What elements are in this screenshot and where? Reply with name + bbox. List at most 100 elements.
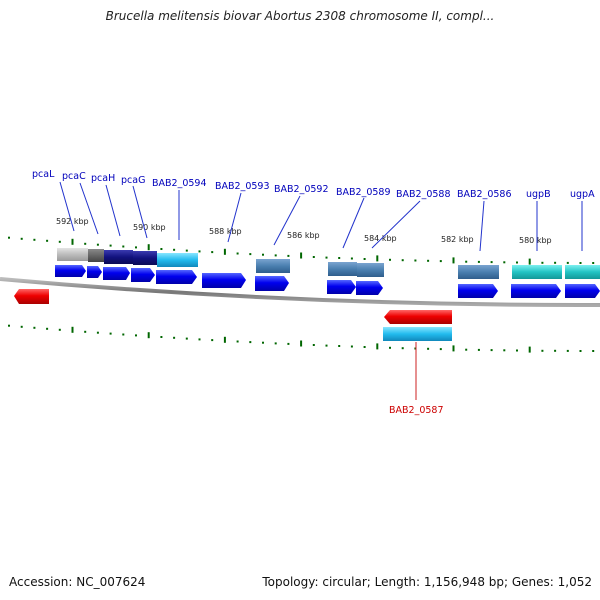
lower-scale-tick <box>490 349 493 352</box>
scale-label-584: 584 kbp <box>364 234 397 243</box>
gene-block-ugpA[interactable] <box>565 265 600 279</box>
gene-block-pcaC[interactable] <box>88 249 104 262</box>
lower-scale-tick <box>8 324 10 327</box>
upper-scale-tick <box>249 253 252 256</box>
upper-scale-tick <box>185 249 188 252</box>
accession-text: Accession: NC_007624 <box>9 575 146 589</box>
lower-scale-tick <box>211 339 214 342</box>
lower-scale-tick <box>236 340 239 343</box>
lower-scale-tick <box>109 332 112 335</box>
gene-block-BAB2_0588[interactable] <box>357 263 384 277</box>
upper-scale-tick <box>579 262 582 264</box>
cds-track-reverse <box>14 289 452 341</box>
gene-block-BAB2_0587[interactable] <box>383 327 452 341</box>
upper-scale-tick <box>528 258 531 265</box>
upper-scale-tick <box>376 255 379 262</box>
lower-scale-tick <box>579 350 582 352</box>
scale-label-588: 588 kbp <box>209 227 242 236</box>
lower-scale-tick <box>84 330 87 333</box>
gene-label-BAB2_0586[interactable]: BAB2_0586 <box>457 189 512 200</box>
lower-scale-tick <box>20 325 23 328</box>
lower-scale-tick <box>135 334 137 337</box>
cds-arrow-BAB2_0594[interactable] <box>156 270 197 284</box>
lower-scale-tick <box>71 326 74 333</box>
gene-block-BAB2_0592[interactable] <box>256 259 290 273</box>
upper-scale-tick <box>312 256 315 258</box>
gene-label-BAB2_0594[interactable]: BAB2_0594 <box>152 178 207 189</box>
upper-scale-tick <box>325 256 328 259</box>
upper-scale-tick <box>160 248 163 250</box>
gene-block-BAB2_0586[interactable] <box>458 265 499 279</box>
gene-block-ugpB[interactable] <box>512 265 562 279</box>
lower-scale-tick <box>452 345 455 352</box>
upper-scale-tick <box>33 238 36 241</box>
lower-scale-tick <box>541 349 544 352</box>
gene-block-pcaH[interactable] <box>104 250 133 264</box>
upper-scale-tick <box>96 243 99 246</box>
gene-label-ugpB[interactable]: ugpB <box>526 189 551 200</box>
cds-arrow-ugpB[interactable] <box>511 284 561 298</box>
gene-label-pcaC[interactable]: pcaC <box>62 171 86 182</box>
cds-track-forward <box>55 265 600 298</box>
lower-scale-tick <box>33 326 36 329</box>
gene-label-pcaG[interactable]: pcaG <box>121 175 145 186</box>
lower-scale-tick <box>325 344 328 347</box>
upper-scale-tick <box>554 261 557 264</box>
upper-scale-tick <box>414 259 417 262</box>
cds-arrow-BAB2_0588[interactable] <box>356 281 383 295</box>
scale-ticks-upper <box>8 236 595 265</box>
upper-scale-tick <box>71 238 74 245</box>
lower-scale-tick <box>389 346 391 349</box>
lower-scale-tick <box>173 336 176 339</box>
gene-label-BAB2_0589[interactable]: BAB2_0589 <box>336 187 391 198</box>
gene-track <box>57 248 600 279</box>
lower-scale-tick <box>554 349 557 352</box>
cds-arrow-pcaL[interactable] <box>55 265 86 277</box>
cds-arrow-BAB2_0593[interactable] <box>202 273 246 288</box>
gene-label-ugpA[interactable]: ugpA <box>570 189 595 200</box>
chromosome-backbone <box>0 277 600 308</box>
gene-label-BAB2_0593[interactable]: BAB2_0593 <box>215 181 270 192</box>
gene-block-pcaG[interactable] <box>133 251 157 265</box>
gene-label-BAB2_0588[interactable]: BAB2_0588 <box>396 189 451 200</box>
cds-arrow-BAB2_0586[interactable] <box>458 284 498 298</box>
lower-scale-tick <box>300 340 303 347</box>
upper-scale-tick <box>465 260 468 263</box>
upper-scale-tick <box>262 253 264 256</box>
gene-block-BAB2_0589[interactable] <box>328 262 357 276</box>
lower-scale-tick <box>262 341 264 344</box>
upper-scale-tick <box>350 257 353 260</box>
scale-label-586: 586 kbp <box>287 231 320 240</box>
cds-arrow-pcaH[interactable] <box>103 267 130 280</box>
upper-scale-tick <box>503 261 506 264</box>
genome-summary-text: Topology: circular; Length: 1,156,948 bp… <box>262 575 592 589</box>
cds-arrow-pcaC[interactable] <box>87 266 102 278</box>
lower-scale-tick <box>198 338 201 341</box>
lower-scale-tick <box>465 348 468 351</box>
upper-scale-tick <box>135 246 137 249</box>
upper-scale-tick <box>147 244 150 251</box>
upper-scale-tick <box>84 242 87 245</box>
lower-scale-tick <box>160 336 163 338</box>
cds-arrow-BAB2_0587[interactable] <box>384 310 452 324</box>
upper-scale-tick <box>287 254 290 257</box>
upper-scale-tick <box>46 239 49 242</box>
cds-arrow-pcaG[interactable] <box>131 268 155 282</box>
gene-label-BAB2_0592[interactable]: BAB2_0592 <box>274 184 329 195</box>
lower-scale-tick <box>528 346 531 353</box>
gene-block-pcaL[interactable] <box>57 248 88 261</box>
label-leaders <box>59 181 583 252</box>
lower-scale-tick <box>312 344 315 346</box>
cds-arrow-BAB2_0592[interactable] <box>255 276 289 291</box>
upper-scale-tick <box>389 258 391 261</box>
gene-label-BAB2_0587[interactable]: BAB2_0587 <box>389 405 444 416</box>
cds-arrow-ugpA[interactable] <box>565 284 600 298</box>
cds-arrow-BAB2_0589[interactable] <box>327 280 356 294</box>
gene-block-BAB2_0594[interactable] <box>157 253 198 267</box>
lower-scale-tick <box>58 328 61 331</box>
cds-arrow-reverse-left[interactable] <box>14 289 49 304</box>
gene-label-pcaL[interactable]: pcaL <box>32 169 55 180</box>
lower-scale-tick <box>223 336 226 343</box>
gene-label-pcaH[interactable]: pcaH <box>91 173 115 184</box>
